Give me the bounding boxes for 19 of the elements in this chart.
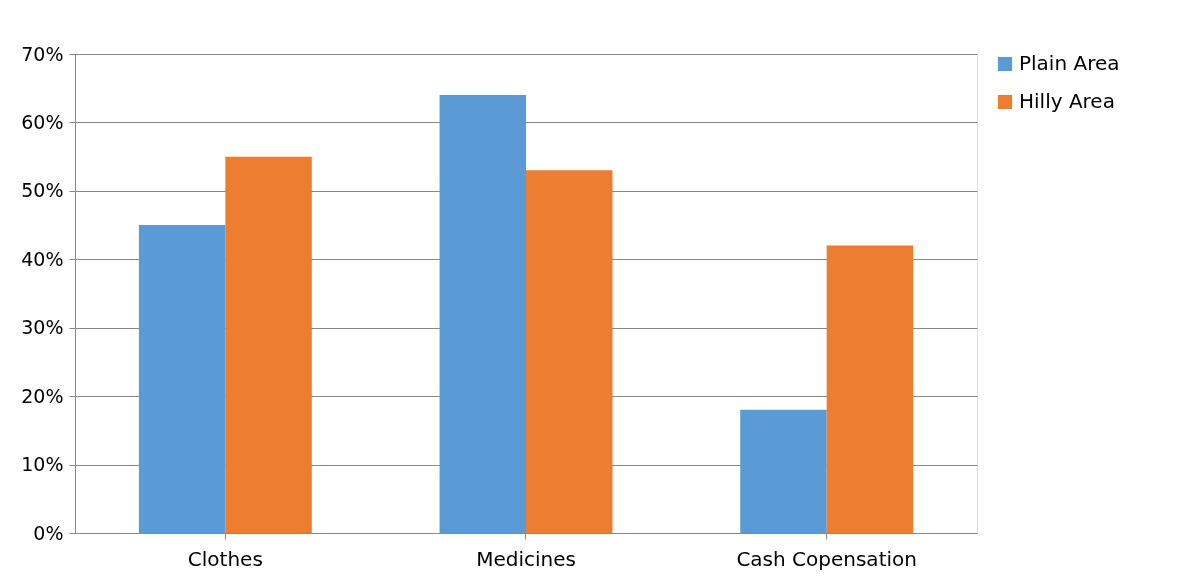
x-tick-label: Clothes bbox=[187, 546, 263, 571]
legend-label: Hilly Area bbox=[1019, 89, 1115, 113]
bar bbox=[225, 156, 312, 533]
bar bbox=[826, 245, 914, 533]
bar bbox=[138, 225, 226, 533]
y-tick-label: 20% bbox=[21, 384, 64, 407]
legend-label: Plain Area bbox=[1019, 51, 1120, 75]
bar bbox=[526, 170, 613, 533]
y-tick-label: 70% bbox=[21, 42, 64, 65]
y-tick-label: 40% bbox=[21, 247, 64, 270]
y-tick-label: 30% bbox=[21, 316, 64, 339]
bar bbox=[740, 409, 827, 533]
y-tick-label: 10% bbox=[21, 453, 64, 476]
y-tick-label: 50% bbox=[21, 179, 64, 202]
y-tick-label: 0% bbox=[33, 521, 64, 544]
y-tick-label: 60% bbox=[21, 110, 64, 133]
x-tick-label: Cash Copensation bbox=[736, 546, 917, 571]
x-tick-label: Medicines bbox=[476, 546, 576, 571]
bar bbox=[439, 95, 526, 533]
